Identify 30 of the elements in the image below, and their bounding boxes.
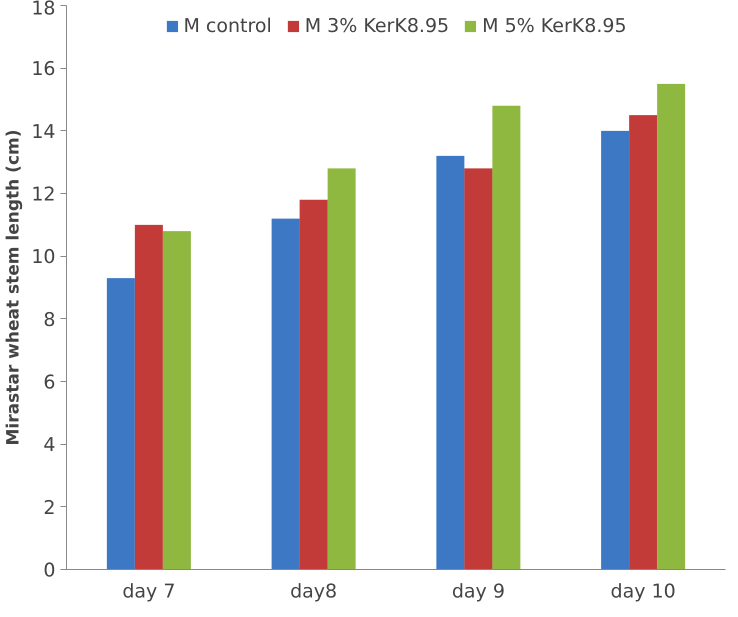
bar [328,168,356,570]
y-tick-label: 16 [31,58,56,80]
legend-label: M control [183,15,272,37]
bar [629,115,658,570]
bar [162,231,191,570]
legend-label: M 5% KerK8.95 [482,15,627,37]
legend-label: M 3% KerK8.95 [304,15,450,37]
bar [601,130,630,570]
y-tick-label: 2 [43,496,56,519]
x-tick-label: day8 [290,580,338,602]
x-tick-label: day 7 [122,580,176,602]
y-tick-label: 10 [31,246,56,268]
bar [464,168,492,570]
bar [492,106,520,570]
bar [300,200,328,570]
y-tick-label: 4 [43,434,56,456]
y-tick-label: 14 [31,120,56,143]
y-axis-title: Mirastar wheat stem length (cm) [3,129,24,446]
y-tick-label: 8 [43,308,56,331]
x-tick-label: day 10 [610,580,676,602]
bar [436,156,464,570]
bar [106,278,135,570]
y-tick-label: 12 [31,184,56,206]
y-tick-label: 6 [43,372,56,394]
x-tick-label: day 9 [452,580,505,602]
bar [134,224,163,570]
y-tick-label: 18 [31,0,56,20]
bar [272,218,300,570]
bar [657,84,686,570]
y-tick-label: 0 [43,560,56,582]
